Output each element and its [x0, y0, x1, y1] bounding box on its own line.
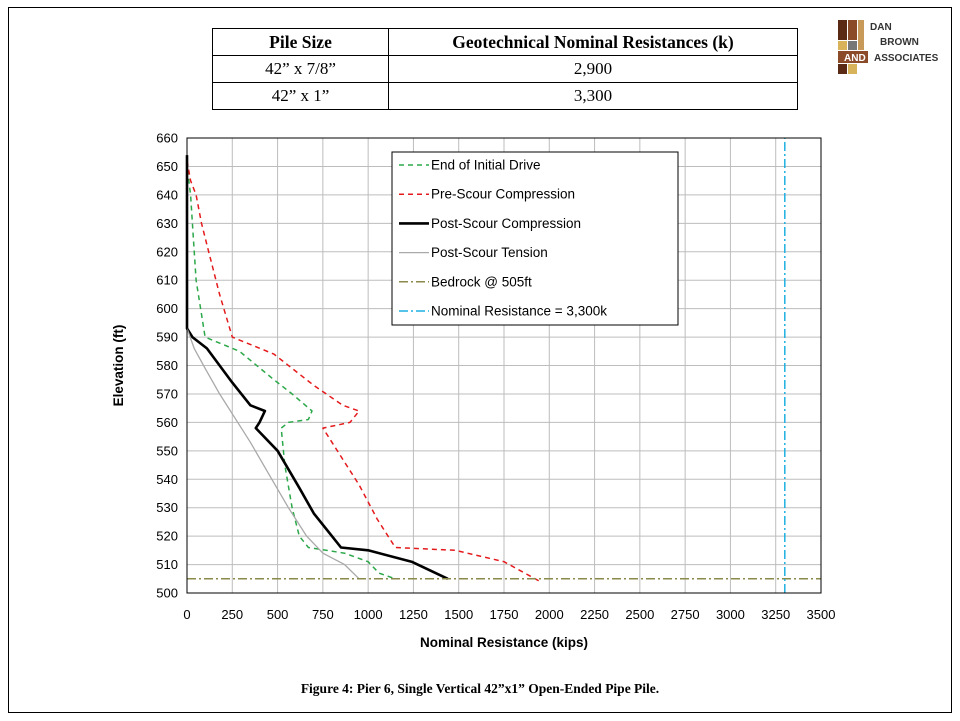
- figure-caption: Figure 4: Pier 6, Single Vertical 42”x1”…: [300, 681, 660, 696]
- x-tick-label: 0: [183, 607, 190, 622]
- x-tick-label: 3000: [716, 607, 745, 622]
- x-axis-label: Nominal Resistance (kips): [420, 635, 588, 650]
- series-line-3: [186, 328, 360, 580]
- x-tick-label: 1750: [490, 607, 519, 622]
- logo-block: [858, 20, 864, 50]
- logo-block: [838, 64, 847, 74]
- series-line-1: [186, 160, 541, 583]
- y-tick-label: 500: [156, 586, 178, 601]
- table-row: 42” x 1” 3,300: [212, 82, 798, 110]
- y-axis-label: Elevation (ft): [111, 325, 126, 407]
- legend-label: Post-Scour Tension: [431, 245, 548, 260]
- x-tick-label: 500: [267, 607, 289, 622]
- y-tick-label: 520: [156, 529, 178, 544]
- logo-block: [848, 20, 857, 40]
- y-tick-label: 510: [156, 557, 178, 572]
- table-row: 42” x 7/8” 2,900: [212, 55, 798, 83]
- y-tick-label: 580: [156, 358, 178, 373]
- y-tick-label: 600: [156, 301, 178, 316]
- company-logo: DAN BROWN AND ASSOCIATES: [838, 20, 939, 74]
- x-tick-label: 2250: [580, 607, 609, 622]
- legend-label: End of Initial Drive: [431, 158, 541, 173]
- legend-label: Pre-Scour Compression: [431, 187, 575, 202]
- legend-box: [391, 151, 679, 326]
- table-header-row: Pile Size Geotechnical Nominal Resistanc…: [212, 28, 798, 56]
- resistance-table: Pile Size Geotechnical Nominal Resistanc…: [212, 28, 798, 110]
- y-tick-label: 620: [156, 244, 178, 259]
- x-tick-label: 750: [312, 607, 334, 622]
- y-tick-label: 610: [156, 273, 178, 288]
- plot-area: [186, 137, 822, 594]
- x-tick-label: 1000: [354, 607, 383, 622]
- legend-label: Bedrock @ 505ft: [431, 274, 532, 289]
- x-tick-label: 2750: [671, 607, 700, 622]
- logo-text: DAN: [870, 22, 892, 33]
- x-tick-label: 3250: [761, 607, 790, 622]
- logo-block: [838, 20, 847, 40]
- y-tick-label: 640: [156, 187, 178, 202]
- y-tick-label: 650: [156, 159, 178, 174]
- series-line-0: [186, 160, 396, 580]
- legend: End of Initial Drive Pre-Scour Compressio…: [391, 151, 679, 326]
- table-cell: 42” x 1”: [212, 82, 389, 110]
- y-tick-label: 530: [156, 500, 178, 515]
- logo-block: [838, 51, 868, 63]
- x-tick-label: 250: [221, 607, 243, 622]
- y-tick-label: 550: [156, 443, 178, 458]
- x-tick-label: 2000: [535, 607, 564, 622]
- y-tick-label: 590: [156, 330, 178, 345]
- legend-label: Nominal Resistance = 3,300k: [431, 304, 607, 319]
- y-tick-label: 660: [156, 131, 178, 146]
- x-tick-label: 1250: [399, 607, 428, 622]
- y-tick-label: 630: [156, 216, 178, 231]
- logo-block: [838, 41, 847, 50]
- ticks: 0 250 500 750 1000 1250 1500 1750 2000 2250 2500 27…: [156, 131, 835, 623]
- series-line-2: [185, 155, 449, 580]
- logo-text: BROWN: [880, 37, 919, 48]
- x-tick-label: 2500: [625, 607, 654, 622]
- figure-frame: [8, 7, 952, 713]
- series-group: [185, 138, 821, 593]
- logo-text: ASSOCIATES: [874, 53, 939, 64]
- x-tick-label: 1500: [444, 607, 473, 622]
- legend-label: Post-Scour Compression: [431, 216, 581, 231]
- y-tick-label: 540: [156, 472, 178, 487]
- logo-block: [848, 64, 857, 74]
- y-tick-label: 560: [156, 415, 178, 430]
- logo-text: AND: [844, 53, 866, 64]
- table-header: Geotechnical Nominal Resistances (k): [388, 28, 798, 56]
- x-tick-label: 3500: [807, 607, 836, 622]
- table-cell: 3,300: [388, 82, 798, 110]
- logo-block: [848, 41, 857, 50]
- y-tick-label: 570: [156, 386, 178, 401]
